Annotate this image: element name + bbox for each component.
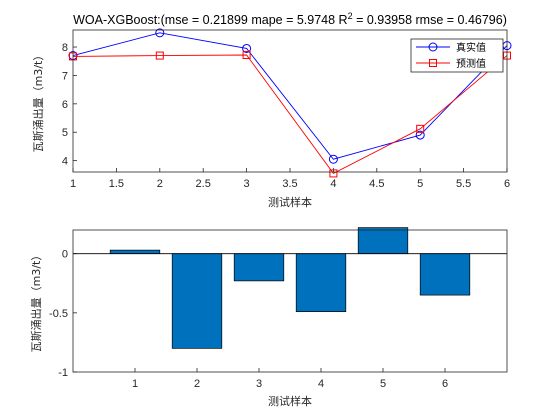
legend: 真实值 预测值 [410, 38, 504, 73]
top-x-tick-label: 1 [70, 178, 76, 190]
top-x-tick-label: 5.5 [456, 178, 471, 190]
top-x-axis-label: 测试样本 [268, 195, 312, 209]
true-value-point [415, 130, 425, 140]
error-bar [357, 227, 409, 255]
bottom-plot-frame [72, 229, 508, 373]
error-bar [109, 249, 161, 255]
top-x-tick-label: 4 [330, 178, 336, 190]
bottom-x-axis-label: 测试样本 [268, 394, 312, 408]
top-x-tick-label: 2.5 [196, 178, 211, 190]
legend-marker-pred [429, 59, 437, 67]
predicted-value-point [155, 51, 164, 60]
legend-marker-true [428, 42, 438, 52]
bottom-x-tick-label: 4 [318, 378, 324, 390]
top-x-tick-label: 5 [417, 178, 423, 190]
true-value-point [242, 43, 252, 53]
top-x-tick-label: 2 [157, 178, 163, 190]
error-bar [233, 253, 285, 282]
bottom-plot: 1 2 3 4 5 6 -1 -0.5 0 测试样本 瓦斯涌出量（m3/t） [29, 227, 508, 408]
top-plot: WOA-XGBoost:(mse = 0.21899 mape = 5.9748… [31, 11, 512, 209]
top-x-tick-label: 1.5 [109, 178, 124, 190]
bottom-x-tick-label: 5 [380, 378, 386, 390]
bottom-x-tick-label: 3 [256, 378, 262, 390]
top-chart-title: WOA-XGBoost:(mse = 0.21899 mape = 5.9748… [73, 11, 507, 27]
bottom-y-tick-label: 0 [62, 249, 68, 261]
top-y-tick-label: 5 [62, 127, 68, 139]
bottom-y-tick-label: -0.5 [49, 308, 68, 320]
legend-box [410, 38, 504, 73]
top-y-tick-label: 7 [62, 70, 68, 82]
top-y-tick-label: 6 [62, 99, 68, 111]
series-line-true [72, 32, 508, 160]
error-bar [419, 253, 471, 296]
predicted-value-point [329, 169, 338, 178]
bottom-y-axis-label: 瓦斯涌出量（m3/t） [29, 250, 43, 353]
legend-label-true: 真实值 [456, 41, 486, 54]
predicted-value-point [416, 124, 425, 133]
error-bar [295, 253, 347, 313]
true-value-point [328, 154, 338, 164]
top-y-tick-label: 4 [62, 156, 68, 168]
top-x-tick-label: 6 [504, 178, 510, 190]
top-plot-frame [72, 29, 508, 173]
legend-label-pred: 预测值 [456, 57, 486, 70]
bottom-x-tick-label: 1 [132, 378, 138, 390]
bottom-x-tick-label: 2 [194, 378, 200, 390]
bottom-y-tick-label: -1 [58, 367, 68, 379]
predicted-value-point [242, 50, 251, 59]
error-bar [171, 253, 223, 349]
bottom-x-tick-label: 6 [442, 378, 448, 390]
true-value-point [155, 28, 165, 38]
top-y-axis-label: 瓦斯涌出量（m3/t） [31, 50, 45, 153]
top-x-tick-label: 3.5 [282, 178, 297, 190]
top-y-tick-label: 8 [62, 42, 68, 54]
top-x-tick-label: 3 [244, 178, 250, 190]
top-x-tick-label: 4.5 [369, 178, 384, 190]
series-line-pred [72, 54, 508, 174]
